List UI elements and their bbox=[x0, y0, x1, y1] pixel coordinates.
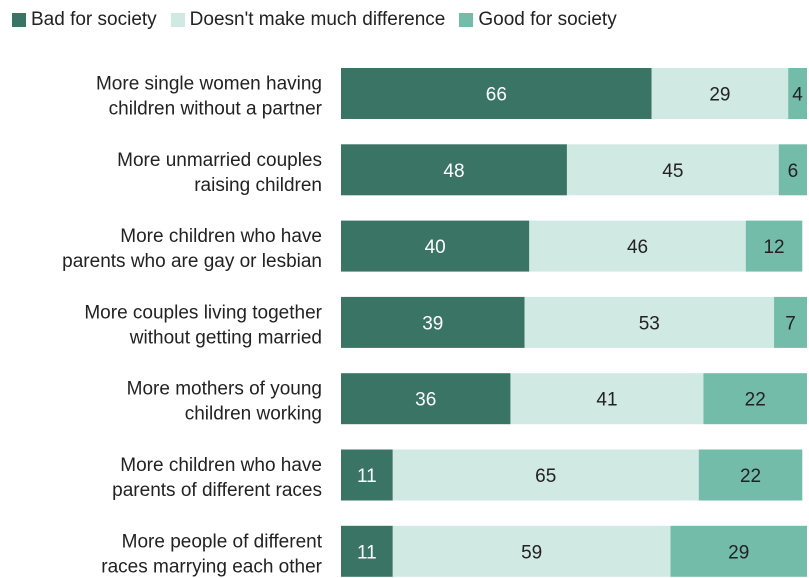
data-label-good: 29 bbox=[728, 542, 749, 563]
data-label-no-difference: 45 bbox=[662, 161, 683, 182]
bar-segment-no-difference bbox=[529, 220, 746, 272]
category-label: More children who have parents who are ga… bbox=[62, 226, 322, 272]
legend-item-bad: Bad for society bbox=[12, 9, 157, 31]
bar-segment-no-difference bbox=[651, 68, 789, 119]
data-label-no-difference: 65 bbox=[535, 466, 556, 487]
legend-swatch-bad bbox=[12, 13, 26, 27]
bar-segment-no-difference bbox=[392, 525, 671, 577]
category-label: More couples living together without gett… bbox=[84, 302, 322, 348]
data-label-bad: 36 bbox=[415, 390, 436, 411]
legend-item-no-difference: Doesn't make much difference bbox=[170, 9, 446, 31]
bar-segment-bad bbox=[341, 68, 652, 119]
data-label-good: 22 bbox=[740, 466, 761, 487]
bar-segment-bad bbox=[341, 525, 393, 577]
bar-segment-bad bbox=[341, 449, 393, 501]
category-label: More single women having children without… bbox=[96, 74, 323, 120]
bar-segment-good bbox=[698, 449, 803, 501]
data-label-good: 6 bbox=[788, 161, 799, 182]
data-label-good: 7 bbox=[785, 313, 796, 334]
legend-item-good: Good for society bbox=[459, 9, 617, 31]
data-label-bad: 40 bbox=[425, 237, 446, 258]
category-label: More children who have parents of differe… bbox=[112, 455, 322, 501]
data-label-bad: 11 bbox=[357, 542, 377, 563]
bar-segment-good bbox=[670, 525, 807, 577]
category-label: More mothers of young children working bbox=[127, 379, 322, 425]
bar-segment-bad bbox=[341, 373, 511, 425]
category-label: More unmarried couples raising children bbox=[117, 150, 322, 196]
data-label-good: 12 bbox=[763, 237, 784, 258]
bar-segment-good bbox=[745, 220, 803, 272]
data-label-no-difference: 59 bbox=[521, 542, 542, 563]
bar-segment-bad bbox=[341, 296, 525, 348]
data-label-bad: 48 bbox=[443, 161, 464, 182]
data-label-bad: 39 bbox=[422, 313, 443, 334]
bar-segment-good bbox=[778, 144, 807, 196]
data-label-bad: 11 bbox=[357, 466, 377, 487]
bar-segment-good bbox=[788, 68, 807, 119]
chart-legend: Bad for society Doesn't make much differ… bbox=[12, 7, 631, 33]
bar-segment-no-difference bbox=[524, 296, 775, 348]
bar-segment-good bbox=[703, 373, 807, 425]
bar-segment-no-difference bbox=[392, 449, 699, 501]
data-label-no-difference: 46 bbox=[627, 237, 648, 258]
data-label-bad: 66 bbox=[486, 85, 507, 106]
bar-segment-bad bbox=[341, 220, 530, 272]
data-label-no-difference: 53 bbox=[639, 313, 660, 334]
bar-segment-good bbox=[774, 296, 807, 348]
data-label-good: 22 bbox=[745, 390, 766, 411]
data-label-no-difference: 29 bbox=[709, 85, 730, 106]
legend-label-no-difference: Doesn't make much difference bbox=[189, 9, 446, 30]
data-label-good: 4 bbox=[792, 85, 803, 106]
bar-segment-bad bbox=[341, 144, 567, 196]
legend-label-good: Good for society bbox=[478, 9, 617, 30]
bar-segment-no-difference bbox=[510, 373, 704, 425]
bar-segment-no-difference bbox=[566, 144, 779, 196]
data-label-no-difference: 41 bbox=[596, 390, 617, 411]
category-label: More people of different races marrying e… bbox=[101, 531, 322, 577]
legend-swatch-good bbox=[459, 13, 474, 27]
legend-swatch-no-difference bbox=[170, 13, 185, 27]
legend-label-bad: Bad for society bbox=[31, 9, 157, 30]
